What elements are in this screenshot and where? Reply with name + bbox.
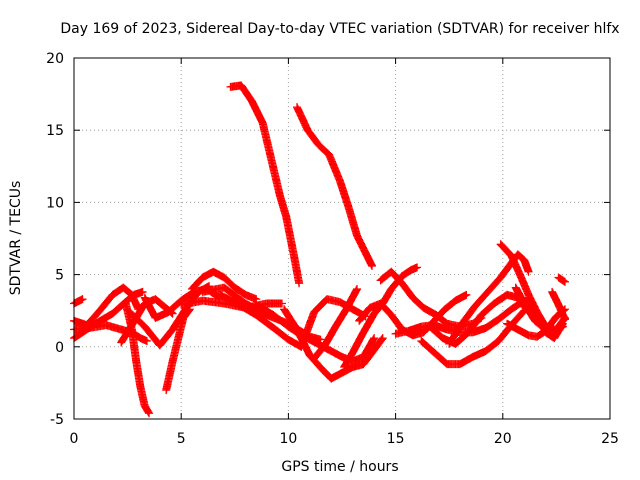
x-tick-label: 25 bbox=[601, 431, 619, 447]
x-tick-label: 15 bbox=[387, 431, 405, 447]
y-tick-label: 5 bbox=[55, 268, 64, 284]
data-series bbox=[70, 81, 569, 418]
y-tick-label: 20 bbox=[46, 51, 64, 67]
x-tick-label: 10 bbox=[279, 431, 297, 447]
series-arc-14 bbox=[226, 81, 304, 288]
x-axis-label: GPS time / hours bbox=[281, 459, 398, 475]
series-arc-19 bbox=[310, 285, 362, 363]
y-axis-label: SDTVAR / TECUs bbox=[8, 181, 24, 296]
y-tick-label: -5 bbox=[50, 412, 64, 428]
x-tick-label: 20 bbox=[494, 431, 512, 447]
y-tick-label: 15 bbox=[46, 123, 64, 139]
series-arc-32 bbox=[554, 273, 569, 286]
series-markers bbox=[524, 293, 567, 343]
series-arc-13 bbox=[215, 290, 306, 351]
axis-ticks: 0 5 10 15 20 25 -5 0 5 10 15 20 bbox=[46, 51, 619, 447]
series-arc-31 bbox=[548, 287, 569, 324]
y-tick-label: 10 bbox=[46, 195, 64, 211]
series-arc-10 bbox=[187, 267, 261, 304]
series-arc-4 bbox=[70, 295, 87, 308]
y-tick-label: 0 bbox=[55, 340, 64, 356]
series-markers bbox=[310, 285, 362, 363]
series-markers bbox=[376, 267, 486, 331]
series-markers bbox=[293, 103, 377, 270]
chart-title: Day 169 of 2023, Sidereal Day-to-day VTE… bbox=[60, 21, 619, 37]
series-markers bbox=[417, 306, 529, 369]
series-markers bbox=[162, 305, 194, 395]
series-arc-15 bbox=[293, 103, 377, 270]
series-markers bbox=[187, 267, 261, 304]
series-markers bbox=[70, 295, 87, 308]
series-arc-30 bbox=[524, 293, 567, 343]
series-arc-23 bbox=[391, 298, 533, 338]
series-arc-24 bbox=[417, 306, 529, 369]
x-tick-label: 0 bbox=[70, 431, 79, 447]
series-arc-8 bbox=[162, 305, 194, 395]
series-markers bbox=[215, 290, 306, 351]
series-markers bbox=[548, 287, 569, 324]
x-tick-label: 5 bbox=[177, 431, 186, 447]
grid-lines bbox=[74, 58, 610, 419]
series-markers bbox=[391, 298, 533, 338]
series-markers bbox=[554, 273, 569, 286]
series-markers bbox=[226, 81, 304, 288]
series-arc-22 bbox=[376, 267, 486, 331]
plot-frame bbox=[73, 57, 611, 420]
